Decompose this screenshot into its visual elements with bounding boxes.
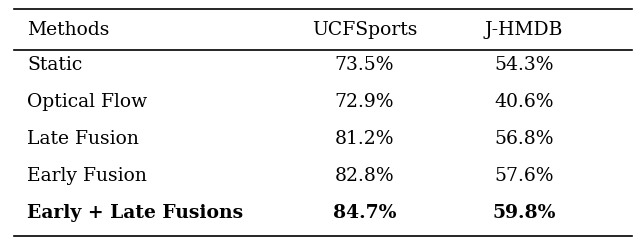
Text: Methods: Methods: [27, 21, 109, 39]
Text: 72.9%: 72.9%: [335, 93, 394, 111]
Text: 82.8%: 82.8%: [335, 167, 394, 185]
Text: J-HMDB: J-HMDB: [484, 21, 563, 39]
Text: 59.8%: 59.8%: [492, 204, 556, 222]
Text: 73.5%: 73.5%: [335, 56, 394, 74]
Text: Late Fusion: Late Fusion: [27, 130, 139, 148]
Text: Optical Flow: Optical Flow: [27, 93, 147, 111]
Text: Static: Static: [27, 56, 82, 74]
Text: 81.2%: 81.2%: [335, 130, 394, 148]
Text: 84.7%: 84.7%: [333, 204, 396, 222]
Text: 56.8%: 56.8%: [494, 130, 554, 148]
Text: 54.3%: 54.3%: [494, 56, 554, 74]
Text: 57.6%: 57.6%: [494, 167, 554, 185]
Text: Early + Late Fusions: Early + Late Fusions: [27, 204, 243, 222]
Text: 40.6%: 40.6%: [494, 93, 554, 111]
Text: UCFSports: UCFSports: [312, 21, 417, 39]
Text: Early Fusion: Early Fusion: [27, 167, 147, 185]
